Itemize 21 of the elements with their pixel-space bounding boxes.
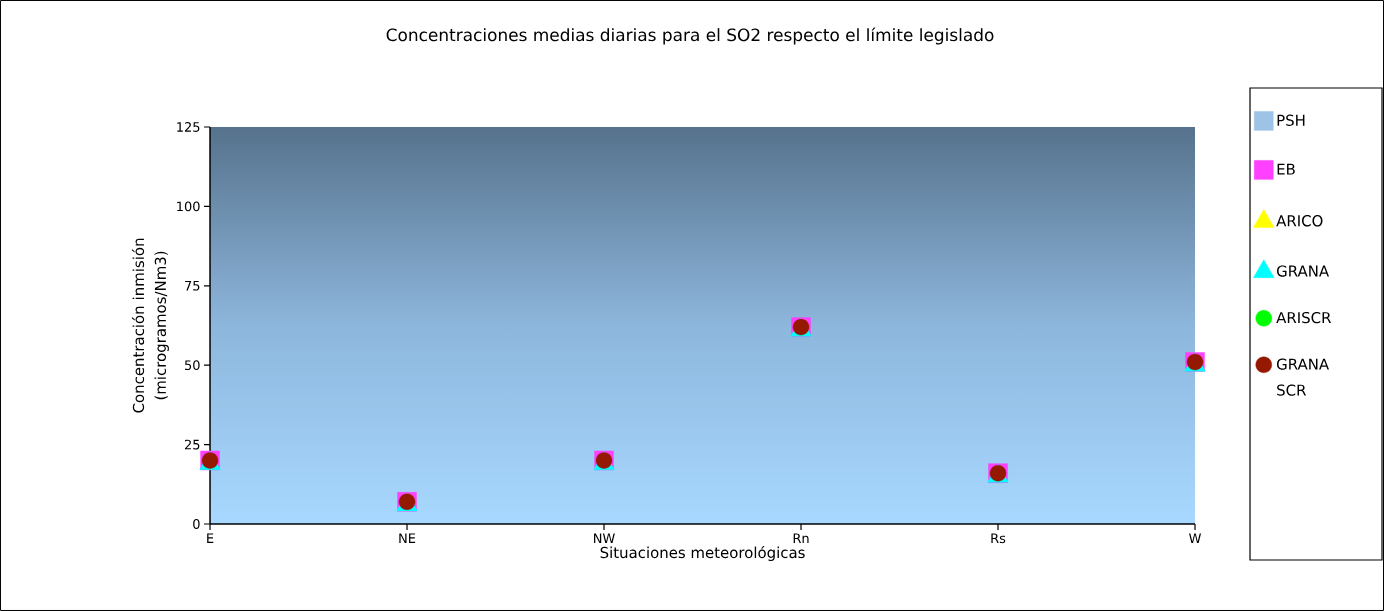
y-tick-label: 0 bbox=[193, 519, 200, 529]
y-tick-label: 25 bbox=[184, 439, 200, 450]
x-tick-label: Rs bbox=[991, 533, 1006, 544]
x-tick-label: NE bbox=[399, 533, 416, 543]
legend-label: GRANA SCR bbox=[1276, 358, 1330, 396]
y-tick-label: 75 bbox=[185, 280, 200, 291]
y-axis-title: Concentración inmisión (microgramos/Nm3) bbox=[131, 238, 169, 413]
y-tick-label: 50 bbox=[185, 360, 200, 371]
x-axis-title: Situaciones meteorológicas bbox=[600, 545, 805, 562]
legend-label: EB bbox=[1277, 163, 1295, 175]
x-tick-label: W bbox=[1189, 533, 1202, 543]
x-tick-label: NW bbox=[594, 533, 615, 543]
legend-label: ARICO bbox=[1276, 215, 1323, 227]
legend-label: GRANA bbox=[1276, 265, 1330, 277]
legend-label: PSH bbox=[1277, 114, 1305, 126]
y-tick-label: 125 bbox=[177, 122, 200, 132]
x-tick-label: Rn bbox=[793, 533, 809, 543]
y-tick-label: 100 bbox=[177, 201, 200, 212]
legend-label: ARISCR bbox=[1276, 311, 1332, 324]
chart-title: Concentraciones medias diarias para el SO2 respecto el límite legislado bbox=[386, 27, 994, 45]
x-tick-label: E bbox=[207, 533, 214, 543]
